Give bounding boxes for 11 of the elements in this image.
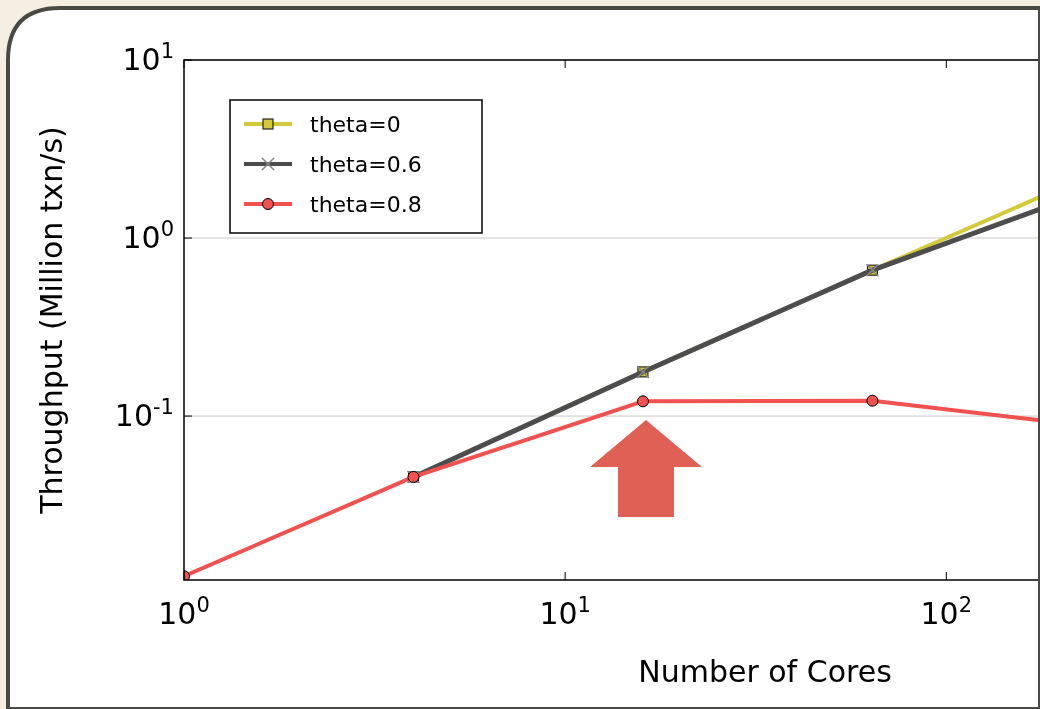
y-tick-label: 10$^{-1}$ [114, 395, 174, 434]
x-tick-label: 10$^{0}$ [158, 593, 210, 631]
x-tick-label: 10$^{1}$ [539, 593, 591, 631]
y-tick-label: 10$^{1}$ [122, 39, 174, 77]
x-tick-label: 10$^{2}$ [920, 593, 973, 631]
legend-label: theta=0 [310, 112, 401, 137]
x-axis-title: Number of Cores [638, 654, 892, 689]
legend-label: theta=0.8 [310, 192, 422, 217]
y-axis-title: Throughput (Million txn/s) [34, 126, 69, 515]
legend-label: theta=0.6 [310, 152, 422, 177]
y-tick-label: 10$^{0}$ [122, 217, 174, 256]
